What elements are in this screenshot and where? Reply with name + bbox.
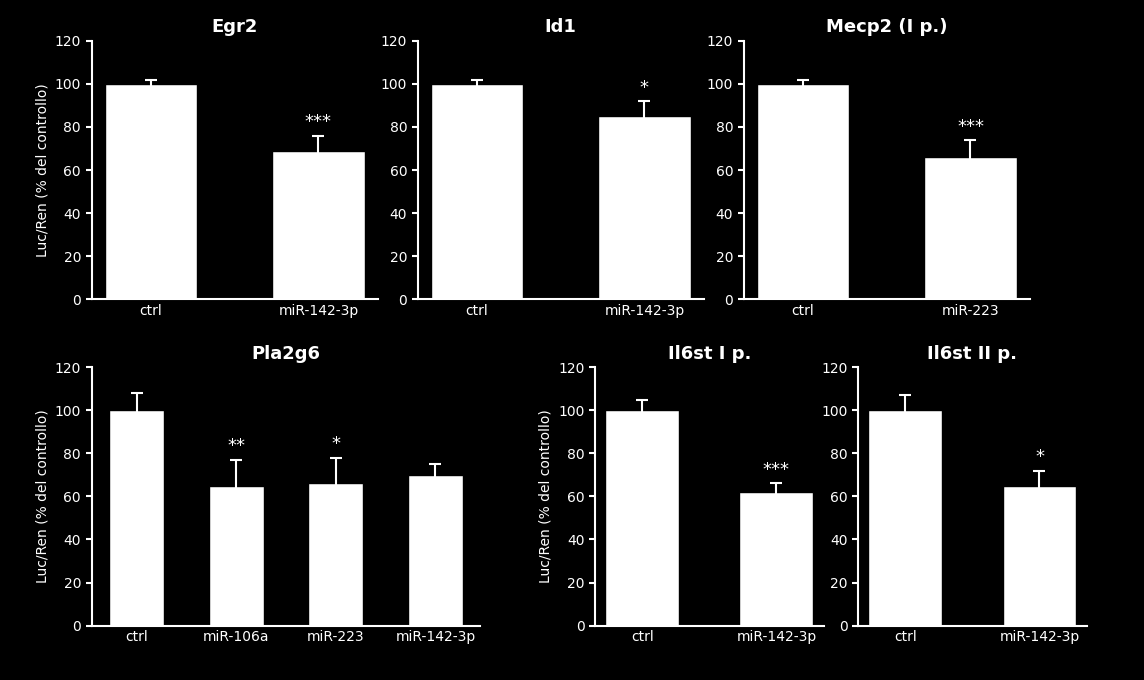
Y-axis label: Luc/Ren (% del controllo): Luc/Ren (% del controllo)	[35, 83, 49, 257]
Bar	[1002, 486, 1077, 626]
Bar	[309, 483, 363, 626]
Text: **: **	[228, 437, 245, 456]
Title: Il6st II p.: Il6st II p.	[928, 345, 1017, 363]
Text: ***: ***	[958, 118, 984, 135]
Bar	[739, 492, 813, 626]
Bar	[868, 410, 943, 626]
Text: ***: ***	[763, 461, 789, 479]
Title: Il6st I p.: Il6st I p.	[668, 345, 750, 363]
Bar	[272, 150, 365, 299]
Bar	[605, 410, 680, 626]
Bar	[209, 486, 263, 626]
Text: *: *	[332, 435, 340, 454]
Bar	[408, 475, 463, 626]
Y-axis label: Luc/Ren (% del controllo): Luc/Ren (% del controllo)	[539, 409, 553, 583]
Title: Pla2g6: Pla2g6	[252, 345, 320, 363]
Y-axis label: Luc/Ren (% del controllo): Luc/Ren (% del controllo)	[35, 409, 49, 583]
Text: ***: ***	[305, 114, 332, 131]
Bar	[756, 84, 849, 299]
Bar	[598, 116, 691, 299]
Title: Mecp2 (I p.): Mecp2 (I p.)	[826, 18, 947, 37]
Bar	[430, 84, 523, 299]
Text: *: *	[639, 79, 649, 97]
Bar	[924, 157, 1017, 299]
Bar	[104, 84, 197, 299]
Text: *: *	[1035, 448, 1044, 466]
Title: Id1: Id1	[545, 18, 577, 37]
Title: Egr2: Egr2	[212, 18, 257, 37]
Bar	[109, 410, 164, 626]
